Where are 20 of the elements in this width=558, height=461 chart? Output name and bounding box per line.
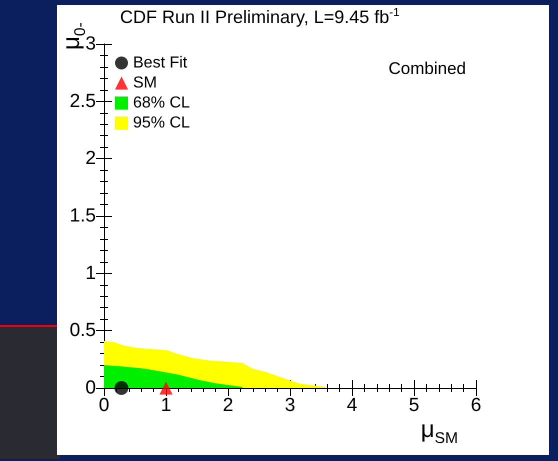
x-tick-label: 2 [222, 395, 234, 416]
annotation: Combined [388, 59, 466, 78]
x-tick-label: 0 [98, 395, 110, 416]
y-tick-label: 0.5 [70, 320, 96, 342]
x-tick-label: 5 [408, 395, 420, 416]
y-tick-label: 2 [85, 148, 96, 170]
legend-label: Best Fit [133, 54, 188, 72]
chart-title: CDF Run II Preliminary, L=9.45 fb$^{-1}$ [120, 6, 400, 28]
legend-label: 95% CL [133, 114, 190, 132]
y-tick-label: 2.5 [70, 90, 96, 112]
x-tick-label: 6 [470, 395, 482, 416]
y-tick-label: 1 [85, 262, 96, 284]
legend-label: 68% CL [133, 94, 190, 112]
legend-label: SM [133, 74, 157, 92]
y-tick-label: 1.5 [70, 206, 96, 226]
x-axis-title: μ$_{SM}$ [420, 416, 458, 448]
x-tick-label: 4 [346, 395, 358, 416]
x-tick-label: 3 [284, 395, 296, 416]
x-tick-label: 1 [160, 395, 172, 416]
y-tick-label: 0 [85, 378, 96, 398]
